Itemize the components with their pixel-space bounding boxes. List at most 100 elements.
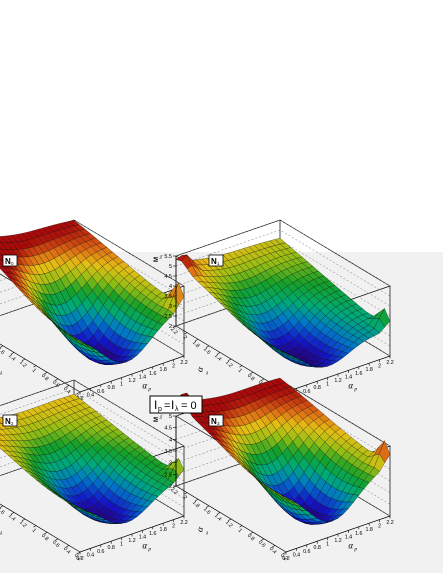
y-tick-mark (55, 538, 59, 541)
y-tick-label: 1.8 (191, 500, 200, 509)
z-tick-label: 3 (169, 461, 172, 467)
caption-rest: = 0 (181, 400, 197, 412)
plot-title-sub: 0 (11, 261, 14, 266)
y-tick-label: 1 (31, 528, 37, 534)
surface-mesh (0, 394, 185, 524)
x-tick-label: 1 (120, 542, 123, 548)
z-tick-label: 3.5 (164, 449, 172, 455)
y-tick-mark (33, 525, 37, 528)
y-tick-mark (228, 518, 232, 521)
y-axis-title-sub: λ (0, 370, 3, 376)
z-tick-label: 4.5 (164, 426, 172, 432)
x-tick-label: 1.2 (128, 538, 135, 544)
y-tick-label: 0.8 (246, 373, 255, 382)
y-tick-mark (184, 492, 188, 495)
y-tick-mark (195, 498, 199, 501)
x-tick-label: 1.8 (366, 527, 373, 533)
y-axis-title: α (194, 365, 205, 372)
x-tick-label: 0.4 (87, 392, 94, 398)
x-tick-label: 0.2 (76, 556, 83, 562)
y-tick-label: 1.2 (224, 520, 233, 529)
y-tick-label: 2 (182, 335, 188, 341)
x-axis-title-sub: p (353, 386, 357, 392)
y-axis-ticks: 0.20.40.60.811.21.41.61.822.2 (169, 485, 288, 562)
x-tick-label: 1 (120, 382, 123, 388)
y-axis-ticks: 0.20.40.60.811.21.41.61.822.2 (0, 505, 82, 562)
y-tick-label: 2.2 (169, 487, 178, 496)
y-axis-title-sub: λ (205, 530, 209, 536)
x-tick-label: 1.2 (334, 378, 341, 384)
y-tick-mark (173, 325, 177, 328)
x-axis-ticks: 0.2 0.40.6 0.8 1 1.2 1.41.6 1.8 2 2.2 (76, 516, 188, 562)
x-tick-label: 1.4 (345, 374, 352, 380)
x-axis-ticks: 0.2 0.40.6 0.8 1 1.2 1.41.6 1.8 2 2.2 (282, 516, 394, 562)
x-tick-label: 1 (326, 382, 329, 388)
x-tick-label: 1.4 (345, 534, 352, 540)
y-axis-title-sub: λ (205, 370, 209, 376)
z-tick-label: 3 (169, 304, 172, 310)
x-tick-label: 0.8 (108, 545, 115, 551)
x-axis-title: α (348, 540, 353, 550)
x-axis-title-sub: p (353, 546, 357, 552)
y-tick-label: 0.4 (62, 546, 71, 555)
surface-cell (74, 506, 86, 511)
y-tick-label: 0.6 (51, 539, 60, 548)
z-axis-title-sub: N₃ (158, 414, 163, 419)
y-tick-mark (33, 365, 37, 368)
y-tick-mark (250, 371, 254, 374)
plot-title-sub: 3 (217, 421, 220, 426)
y-tick-mark (0, 505, 4, 508)
y-tick-mark (11, 512, 15, 515)
y-tick-label: 1.4 (7, 513, 16, 522)
y-tick-label: 1.4 (7, 353, 16, 362)
x-axis-title: α (142, 540, 147, 550)
x-tick-label: 2.2 (180, 360, 187, 366)
y-tick-label: 1 (31, 368, 37, 374)
y-tick-mark (66, 545, 70, 548)
z-tick-label: 4.5 (164, 274, 172, 280)
z-tick-label: 2.5 (164, 472, 172, 478)
x-tick-label: 0.4 (293, 552, 300, 558)
x-tick-label: 2.2 (386, 360, 393, 366)
caption-ip: I (154, 398, 157, 412)
y-tick-mark (22, 518, 26, 521)
plot-title: N (211, 257, 217, 266)
y-tick-mark (66, 385, 70, 388)
y-tick-mark (0, 345, 4, 348)
y-tick-label: 1.2 (18, 520, 27, 529)
z-tick-label: 5 (169, 414, 172, 420)
y-tick-mark (44, 531, 48, 534)
x-tick-label: 1.2 (128, 378, 135, 384)
x-tick-label: 1 (326, 542, 329, 548)
caption-il-sub: λ (175, 406, 179, 413)
surface-plot-n3: 22.533.544.550.20.40.60.811.21.41.61.822… (154, 377, 394, 562)
x-tick-label: 0.8 (108, 385, 115, 391)
x-tick-label: 0.6 (97, 549, 104, 555)
x-tick-label: 0.8 (314, 385, 321, 391)
y-tick-label: 1 (237, 368, 243, 374)
y-tick-mark (283, 551, 287, 554)
y-tick-label: 0.8 (40, 373, 49, 382)
surface-cell (280, 494, 292, 501)
y-tick-mark (77, 551, 81, 554)
caption-eq1: = (164, 400, 170, 412)
y-tick-label: 1.2 (18, 360, 27, 369)
y-tick-mark (250, 531, 254, 534)
z-tick-label: 2 (169, 324, 172, 330)
y-tick-mark (228, 358, 232, 361)
x-tick-label: 2 (378, 524, 381, 530)
x-tick-label: 1.6 (355, 371, 362, 377)
x-tick-label: 1.6 (149, 371, 156, 377)
y-tick-mark (173, 485, 177, 488)
y-axis-title-sub: λ (0, 530, 3, 536)
x-tick-label: 2.2 (180, 520, 187, 526)
plot-title: N (5, 257, 11, 266)
y-tick-label: 0.6 (257, 539, 266, 548)
x-axis-title: α (348, 380, 353, 390)
y-tick-label: 1.4 (213, 513, 222, 522)
y-tick-mark (184, 332, 188, 335)
